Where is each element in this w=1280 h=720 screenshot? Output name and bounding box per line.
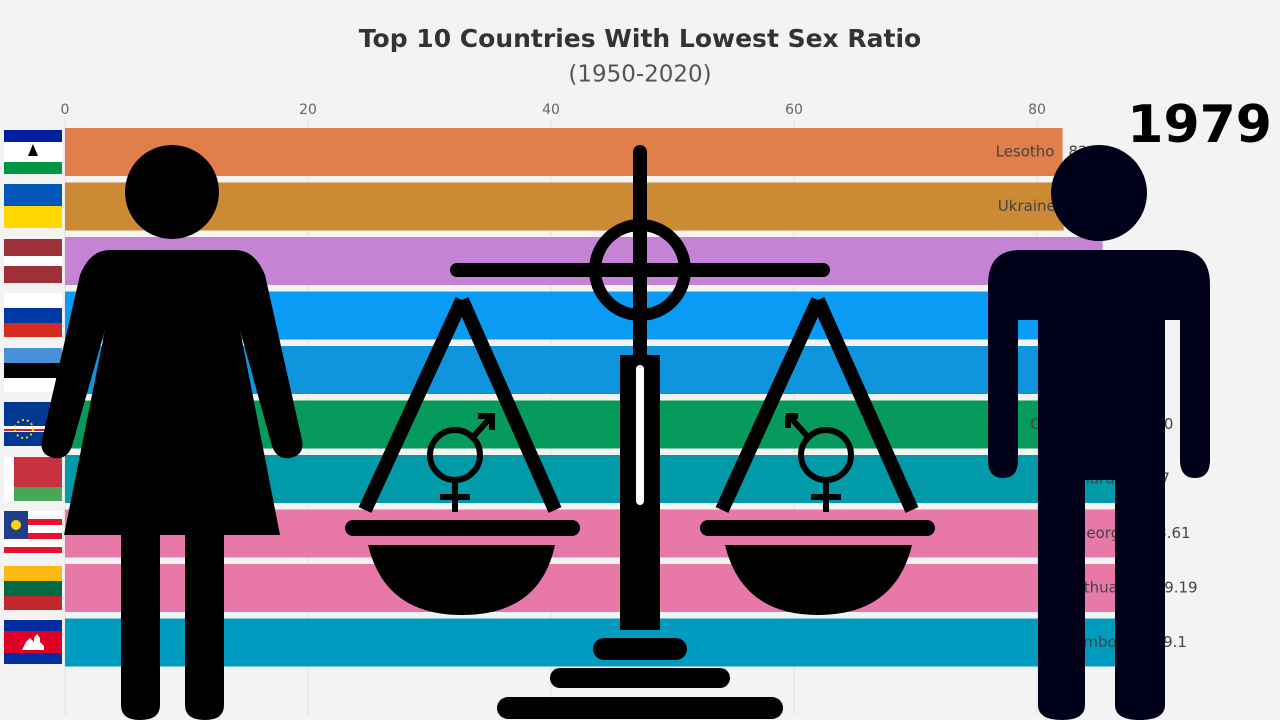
x-tick-label: 40 <box>542 102 560 118</box>
bar-name-label: Ukraine <box>998 197 1056 215</box>
x-tick-label: 60 <box>785 102 803 118</box>
bar <box>65 182 1064 231</box>
bar-value-label: 89.19 <box>1155 579 1198 597</box>
year-label: 1979 <box>1127 95 1272 155</box>
x-tick-label: 80 <box>1028 102 1046 118</box>
bar <box>65 128 1063 176</box>
x-tick-label: 20 <box>299 102 317 118</box>
x-tick-label: 0 <box>61 102 70 118</box>
scale-icon <box>345 145 935 719</box>
flags <box>4 130 62 664</box>
chart-title: Top 10 Countries With Lowest Sex Ratio <box>359 24 921 53</box>
chart-subtitle: (1950-2020) <box>568 62 711 88</box>
woman-icon <box>41 145 303 720</box>
man-icon <box>988 145 1210 720</box>
bar-name-label: Lesotho <box>996 143 1055 161</box>
bar <box>65 564 1149 612</box>
